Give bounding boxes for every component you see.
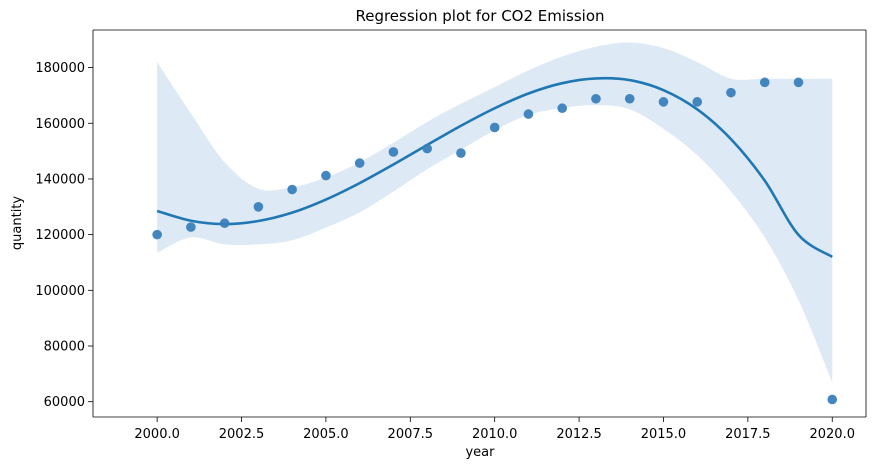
y-tick-label: 60000 bbox=[44, 395, 85, 410]
data-point bbox=[557, 103, 568, 114]
data-point bbox=[489, 122, 500, 133]
x-tick-label: 2020.0 bbox=[809, 427, 855, 442]
data-point bbox=[388, 147, 399, 157]
x-tick-label: 2015.0 bbox=[641, 427, 687, 442]
y-tick-label: 180000 bbox=[35, 61, 85, 76]
confidence-band-layer bbox=[157, 42, 833, 383]
x-tick-label: 2012.5 bbox=[556, 427, 602, 442]
data-point bbox=[422, 143, 432, 154]
data-point bbox=[253, 201, 264, 212]
y-axis-label: quantity bbox=[10, 196, 25, 251]
x-tick-label: 2000.0 bbox=[134, 427, 180, 442]
y-tick-label: 120000 bbox=[35, 228, 85, 243]
y-tick-label: 140000 bbox=[35, 172, 85, 187]
data-point bbox=[321, 170, 331, 181]
x-axis-label: year bbox=[465, 445, 495, 460]
regression-line-layer bbox=[156, 76, 833, 259]
data-point bbox=[624, 93, 635, 104]
data-point bbox=[186, 222, 196, 232]
data-points-layer bbox=[152, 77, 838, 405]
x-tick-label: 2002.5 bbox=[219, 427, 265, 442]
data-point bbox=[793, 77, 804, 88]
axes-layer bbox=[92, 29, 867, 418]
data-point bbox=[456, 148, 466, 158]
y-tick-label: 160000 bbox=[35, 117, 85, 132]
x-tick-label: 2010.0 bbox=[472, 427, 518, 442]
data-point bbox=[591, 93, 601, 104]
regression-line bbox=[156, 76, 833, 259]
data-point bbox=[827, 394, 838, 405]
confidence-band bbox=[157, 42, 833, 383]
data-point bbox=[523, 109, 534, 119]
y-tick-label: 100000 bbox=[35, 284, 85, 299]
data-point bbox=[692, 97, 703, 107]
x-tick-label: 2017.5 bbox=[725, 427, 771, 442]
x-tick-label: 2005.0 bbox=[303, 427, 349, 442]
tick-layer: 2000.0 2002.5 2005.0 2007.5 2010.0 2012.5 2015… bbox=[35, 61, 855, 442]
data-point bbox=[354, 158, 365, 168]
data-point bbox=[152, 229, 162, 240]
data-point bbox=[726, 87, 736, 98]
y-tick-label: 80000 bbox=[44, 340, 85, 355]
data-point bbox=[658, 97, 669, 107]
data-point bbox=[219, 218, 230, 229]
x-tick-label: 2007.5 bbox=[388, 427, 434, 442]
chart-title: Regression plot for CO2 Emission bbox=[355, 7, 604, 25]
data-point bbox=[759, 77, 770, 88]
data-point bbox=[287, 184, 297, 195]
